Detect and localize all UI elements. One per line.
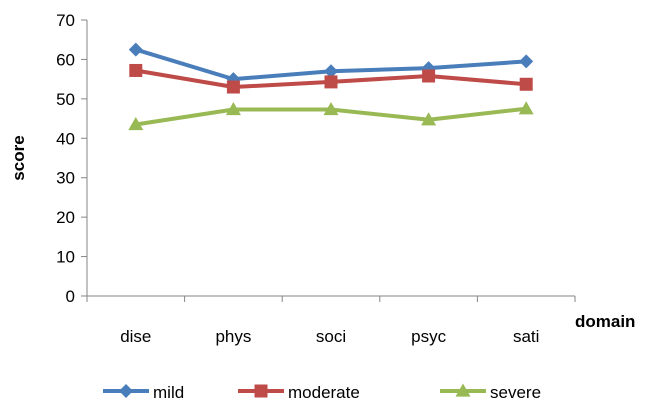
data-point — [128, 42, 143, 57]
legend-marker — [254, 384, 268, 398]
legend-label: severe — [490, 383, 541, 402]
data-point — [421, 112, 437, 126]
data-point — [323, 102, 339, 116]
legend-item-moderate: moderate — [238, 383, 360, 402]
data-point — [324, 64, 338, 79]
legend-marker — [119, 384, 133, 398]
series-layer — [128, 42, 534, 131]
data-point — [225, 102, 241, 116]
legend-item-severe: severe — [440, 383, 541, 402]
y-tick-label: 10 — [56, 248, 75, 267]
series-severe — [128, 101, 534, 131]
y-tick-label: 40 — [56, 129, 75, 148]
y-tick-label: 60 — [56, 50, 75, 69]
y-tick-label: 30 — [56, 169, 75, 188]
data-point — [519, 54, 534, 69]
data-point — [422, 69, 436, 83]
data-point — [324, 75, 338, 89]
legend-label: mild — [153, 383, 184, 402]
data-point — [226, 80, 240, 94]
legend-marker — [455, 383, 471, 397]
y-tick-label: 50 — [56, 90, 75, 109]
x-tick-label: psyc — [411, 327, 446, 346]
data-point — [519, 77, 533, 91]
legend-item-mild: mild — [103, 383, 184, 402]
x-tick-label: soci — [316, 327, 346, 346]
data-point — [129, 63, 143, 77]
x-axis: dise phys soci psyc sati — [86, 295, 576, 346]
legend: mild moderate severe — [103, 383, 541, 402]
legend-label: moderate — [288, 383, 360, 402]
x-tick-label: sati — [513, 327, 539, 346]
y-tick-label: 70 — [56, 11, 75, 30]
x-tick-label: phys — [215, 327, 251, 346]
data-point — [518, 101, 534, 115]
y-axis: 0 10 20 30 40 50 60 70 — [56, 11, 88, 306]
x-tick-label: dise — [120, 327, 151, 346]
y-tick-label: 20 — [56, 208, 75, 227]
data-point — [128, 116, 144, 131]
series-moderate — [129, 63, 533, 94]
y-axis-title: score — [9, 135, 28, 180]
x-axis-title: domain — [575, 312, 635, 331]
y-tick-label: 0 — [66, 287, 75, 306]
